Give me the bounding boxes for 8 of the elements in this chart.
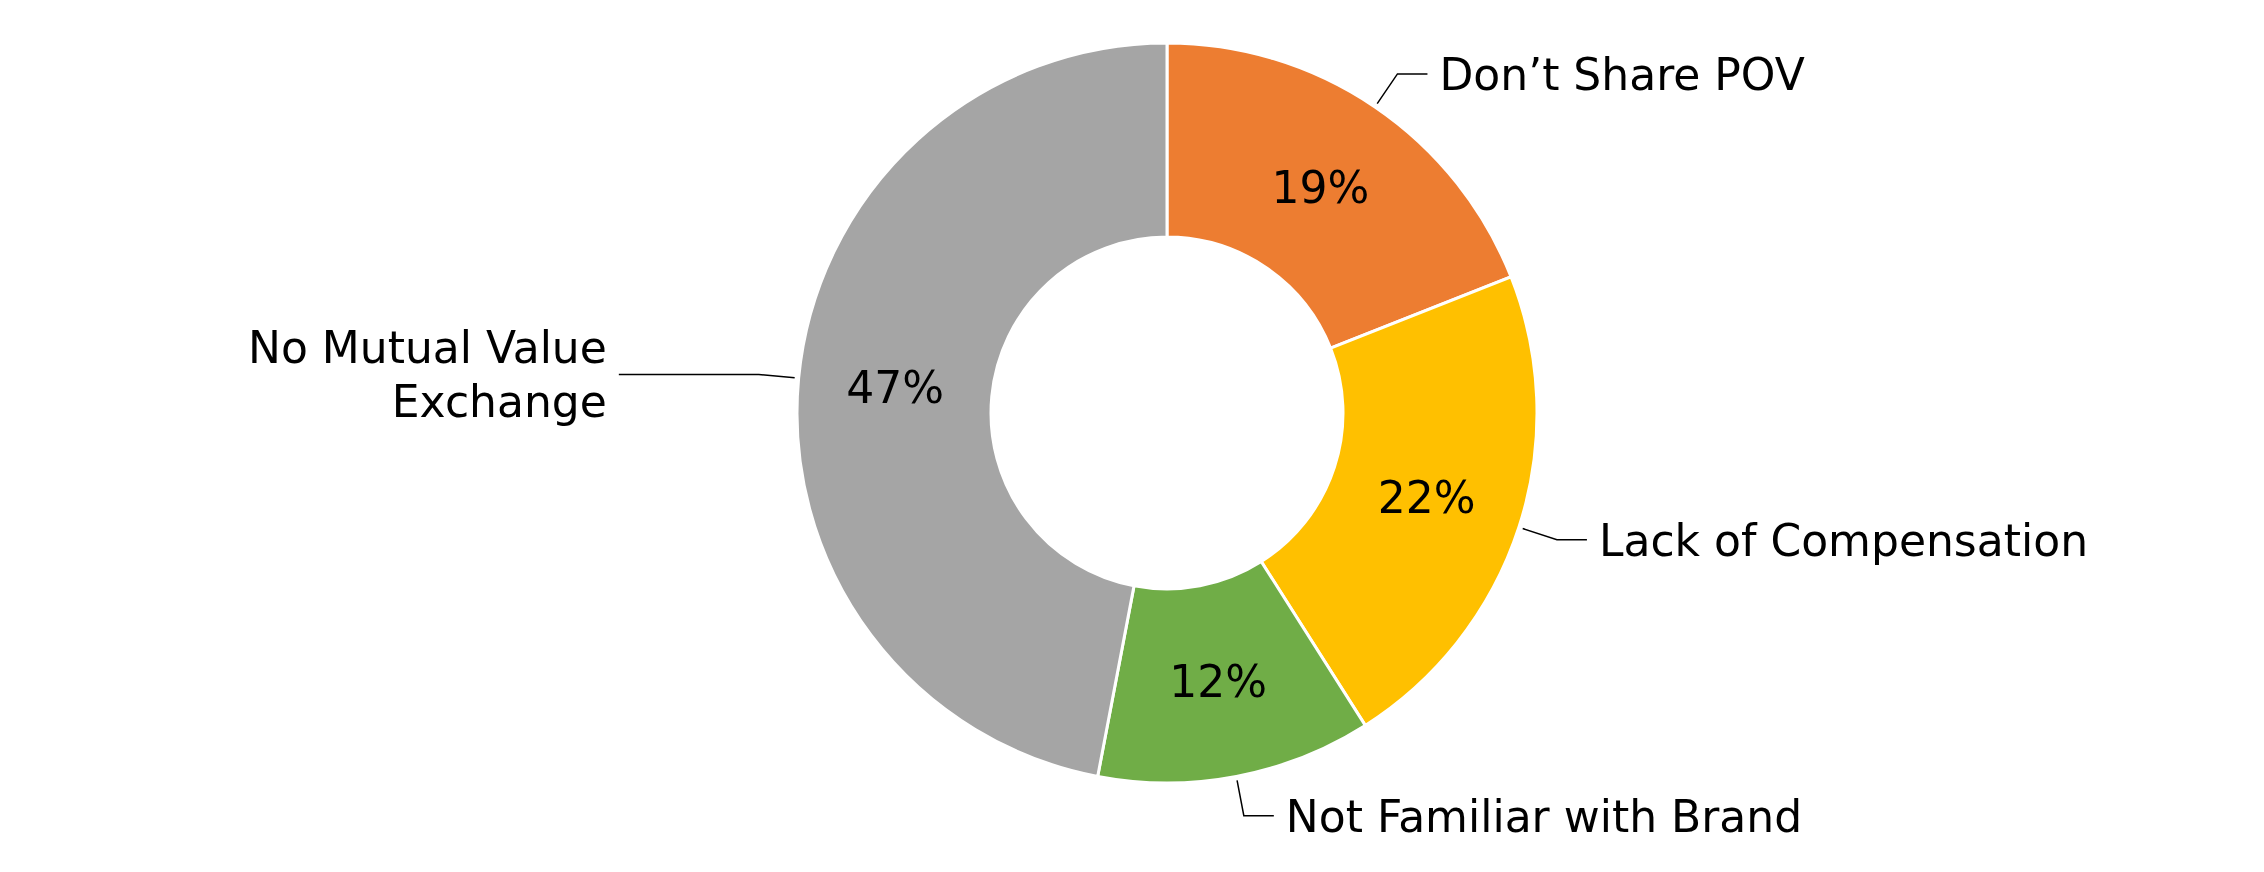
slice-label: No Mutual Value Exchange xyxy=(248,321,607,427)
data-label: 22% xyxy=(1377,471,1476,523)
slice-label: Lack of Compensation xyxy=(1598,514,2089,566)
data-label: 47% xyxy=(846,361,945,413)
slice-label: Don’t Share POV xyxy=(1439,48,1805,100)
slice-label: Not Familiar with Brand xyxy=(1285,790,1803,842)
data-label: 12% xyxy=(1169,655,1268,707)
data-label: 19% xyxy=(1271,161,1370,213)
